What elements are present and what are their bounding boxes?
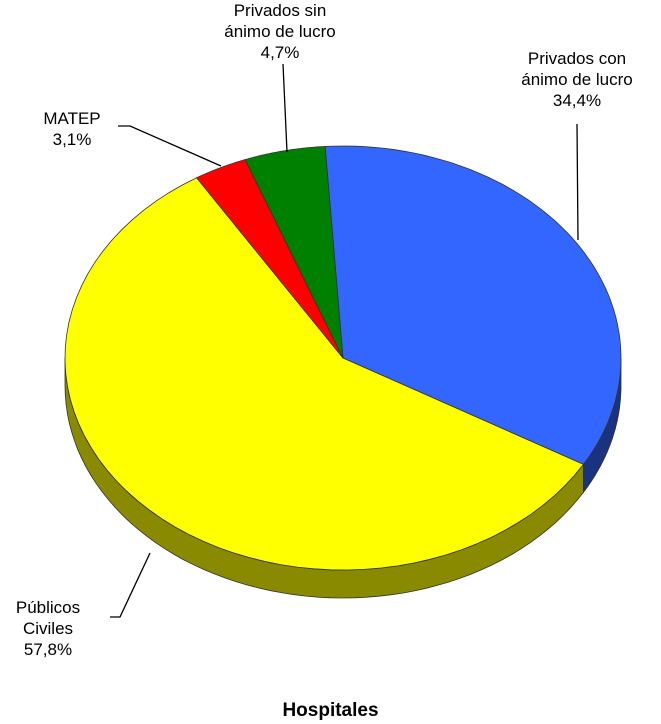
value-label: 3,1%: [52, 130, 92, 149]
leader-line: [576, 123, 579, 241]
leader-line: [282, 63, 288, 153]
slice-label: Privados sin ánimo de lucro 4,7%: [210, 0, 350, 63]
value-label: 4,7%: [260, 43, 300, 62]
leader-lines: [110, 63, 579, 618]
slice: [64, 177, 585, 571]
slice: [324, 145, 622, 465]
slice: [244, 145, 344, 359]
leader-line: [110, 552, 151, 618]
category-label: Privados con ánimo de lucro: [521, 49, 633, 89]
slice-label: Privados con ánimo de lucro 34,4%: [507, 48, 647, 111]
slice-label: MATEP 3,1%: [32, 108, 112, 150]
category-label: MATEP: [43, 109, 101, 128]
pie-tops: [64, 145, 622, 571]
category-label: Privados sin ánimo de lucro: [224, 1, 336, 41]
slice: [195, 159, 344, 359]
category-label: Públicos Civiles: [15, 598, 81, 638]
value-label: 57,8%: [23, 640, 73, 659]
leader-line: [118, 125, 222, 167]
slice-label: Públicos Civiles 57,8%: [0, 597, 96, 660]
value-label: 34,4%: [552, 91, 602, 110]
chart-title: Hospitales: [282, 700, 379, 721]
